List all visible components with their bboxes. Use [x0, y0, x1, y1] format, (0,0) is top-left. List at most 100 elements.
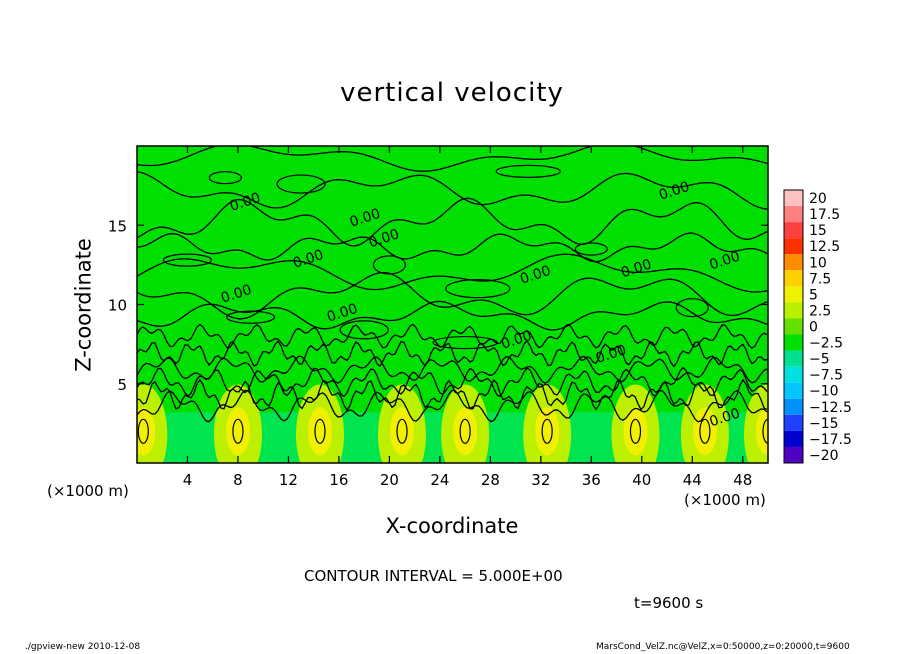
colorbar-label-5: 10	[809, 255, 827, 271]
colorbar-label-16: −17.5	[809, 432, 852, 448]
updraft-contour-6	[541, 418, 553, 444]
updraft-contour-8	[699, 418, 711, 444]
updraft-contour-4	[396, 418, 408, 444]
updraft-contour-7	[629, 418, 642, 444]
colorbar-label-3: 15	[809, 223, 827, 239]
updraft-contour-3	[314, 418, 326, 444]
x-tick-label-8: 8	[233, 471, 243, 489]
colorbar-swatch-14	[784, 398, 803, 415]
colorbar-label-7: 5	[809, 287, 818, 303]
colorbar-label-12: −7.5	[809, 368, 843, 384]
y-tick-label-10: 10	[108, 297, 127, 315]
x-tick-label-4: 4	[183, 471, 193, 489]
colorbar-label-2: 17.5	[809, 207, 840, 223]
contour-cell-2	[276, 174, 326, 194]
contour-cell-8	[339, 320, 389, 340]
updraft-contour-1	[137, 418, 149, 444]
x-tick-label-44: 44	[683, 471, 702, 489]
updraft-core-3	[307, 407, 332, 456]
colorbar-swatch-5	[784, 254, 803, 271]
x-tick-label-20: 20	[380, 471, 399, 489]
colorbar-label-6: 7.5	[809, 271, 831, 287]
y-axis-label: Z-coordinate	[71, 238, 96, 372]
zero-contour-4	[137, 232, 768, 263]
footer-right: MarsCond_VelZ.nc@VelZ,x=0:50000,z=0:2000…	[596, 642, 850, 652]
colorbar-label-8: 2.5	[809, 303, 831, 319]
x-axis-unit-right: (×1000 m)	[684, 491, 766, 509]
zero-contour-6	[137, 271, 768, 320]
contour-cell-3	[495, 164, 561, 178]
colorbar-swatch-16	[784, 430, 803, 447]
contour-cell-11	[162, 253, 213, 267]
y-tick-label-15: 15	[108, 217, 127, 235]
colorbar-swatch-10	[784, 334, 803, 351]
zero-contour-2	[137, 171, 768, 210]
updraft-core-7	[623, 407, 648, 456]
colorbar-swatch-6	[784, 270, 803, 287]
colorbar-label-11: −5	[809, 352, 830, 368]
colorbar-frame	[783, 189, 804, 464]
colorbar-swatch-15	[784, 414, 803, 431]
updraft-core-4	[390, 407, 415, 456]
time-stamp: t=9600 s	[634, 594, 704, 612]
colorbar-swatch-9	[784, 318, 803, 335]
colorbar-swatch-13	[784, 382, 803, 399]
x-tick-label-16: 16	[329, 471, 348, 489]
colorbar-swatch-11	[784, 350, 803, 367]
updraft-contour-2	[232, 418, 244, 444]
colorbar-label-15: −15	[809, 416, 839, 432]
x-axis-label: X-coordinate	[385, 514, 519, 538]
zero-contour-12	[137, 378, 768, 412]
colorbar-swatch-17	[784, 446, 803, 463]
zero-contour-5	[137, 253, 768, 293]
x-axis-unit-left: (×1000 m)	[47, 482, 129, 500]
x-tick-label-40: 40	[632, 471, 651, 489]
colorbar-swatch-3	[784, 222, 803, 239]
contour-cell-9	[432, 335, 498, 350]
colorbar-label-17: −20	[809, 448, 839, 464]
updraft-core-5	[453, 407, 478, 456]
updraft-contour-9	[762, 418, 768, 444]
contour-field: 0.000.000.000.000.000.000.00 0.000.000.00…	[137, 146, 768, 463]
chart-title: vertical velocity	[340, 78, 564, 108]
zero-contour-8	[137, 323, 768, 350]
zero-contour-1	[137, 146, 768, 172]
colorbar-label-9: 0	[809, 320, 818, 336]
zero-contour-9	[137, 339, 768, 368]
colorbar-label-14: −12.5	[809, 400, 852, 416]
zero-contour-10	[137, 355, 768, 384]
updraft-core-9	[756, 407, 768, 456]
updraft-core-6	[535, 407, 560, 456]
updraft-contour-5	[459, 418, 471, 444]
y-tick-label-5: 5	[117, 376, 127, 394]
contour-cell-7	[574, 242, 608, 256]
x-tick-label-24: 24	[430, 471, 449, 489]
contour-cell-5	[225, 310, 276, 324]
contour-interval-text: CONTOUR INTERVAL = 5.000E+00	[304, 567, 563, 585]
x-tick-label-28: 28	[481, 471, 500, 489]
zero-contour-13	[137, 389, 768, 423]
updraft-core-2	[225, 407, 250, 456]
updraft-core-8	[692, 407, 717, 456]
colorbar-swatch-1	[784, 190, 803, 207]
colorbar-swatch-7	[784, 286, 803, 303]
footer-left: ./gpview-new 2010-12-08	[25, 642, 141, 652]
contour-cell-6	[445, 279, 511, 299]
contour-cell-10	[675, 298, 709, 318]
colorbar-label-1: 20	[809, 191, 827, 207]
colorbar-swatch-8	[784, 302, 803, 319]
zero-contour-3	[137, 197, 768, 247]
colorbar-swatch-12	[784, 366, 803, 383]
colorbar-label-10: −2.5	[809, 336, 843, 352]
x-tick-label-12: 12	[279, 471, 298, 489]
colorbar-label-4: 12.5	[809, 239, 840, 255]
colorbar-label-13: −10	[809, 384, 839, 400]
colorbar-swatch-2	[784, 206, 803, 223]
contour-cell-4	[372, 255, 406, 275]
x-tick-label-36: 36	[582, 471, 601, 489]
x-tick-label-32: 32	[531, 471, 550, 489]
x-tick-label-48: 48	[733, 471, 752, 489]
colorbar-swatch-4	[784, 238, 803, 255]
contour-cell-1	[208, 171, 242, 185]
